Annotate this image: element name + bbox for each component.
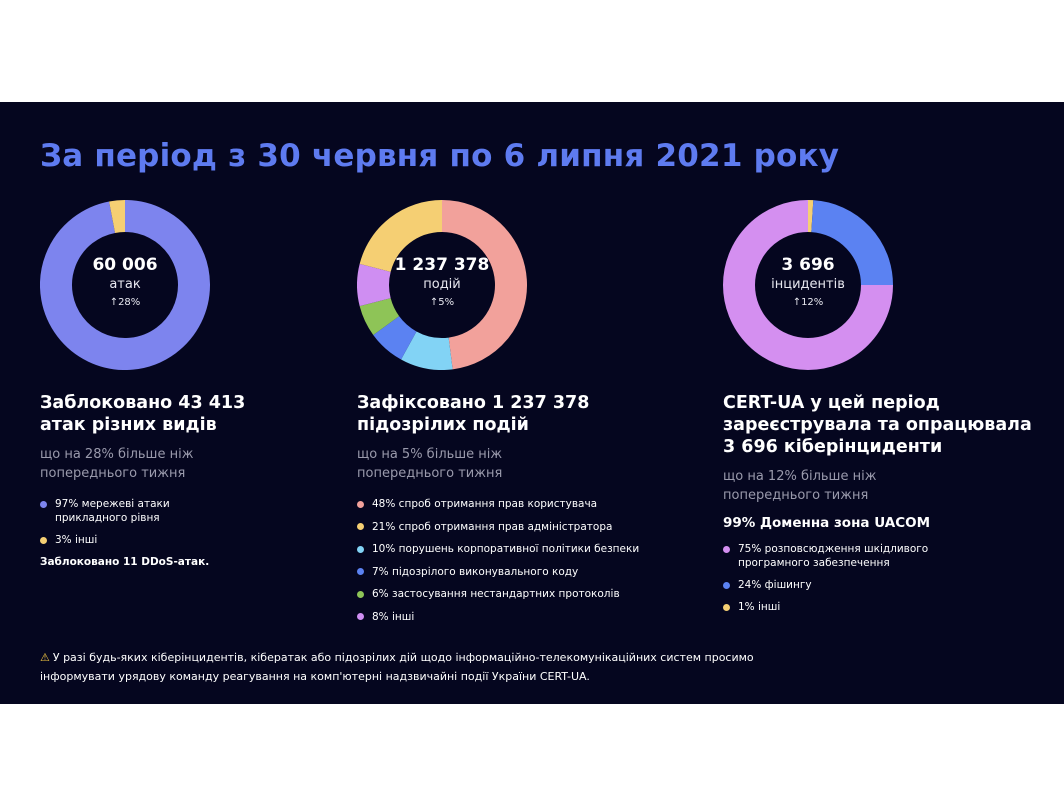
legend-item: 8% інші <box>357 610 687 624</box>
legend-text: 10% порушень корпоративної політики безп… <box>372 543 640 555</box>
legend-text: 8% інші <box>372 610 415 623</box>
legend-dot <box>40 536 47 544</box>
incidents-donut-svg <box>723 200 893 370</box>
legend-line: прикладного рівня <box>55 512 160 524</box>
cert-incidents-column: 3 696 інцидентів ↑12% CERT-UA у цей пері… <box>723 200 1053 622</box>
events-heading-line2: підозрілих подій <box>357 415 529 435</box>
attacks-donut-chart: 60 006 атак ↑28% <box>40 200 210 370</box>
donut-slice-1 <box>810 200 893 286</box>
legend-item: 7% підозрілого виконувального коду <box>357 565 687 579</box>
legend-item: 1% інші <box>723 600 1053 614</box>
legend-dot <box>357 590 364 598</box>
incidents-total: 3 696 <box>781 254 835 275</box>
incidents-heading-line3: 3 696 кіберінциденти <box>723 437 943 457</box>
events-legend: 48% спроб отримання прав користувача 21%… <box>357 497 687 624</box>
legend-item: 3% інші <box>40 533 340 547</box>
incidents-legend: 75% розповсюдження шкідливого програмног… <box>723 542 1053 614</box>
legend-text: 1% інші <box>738 601 781 613</box>
legend-dot <box>723 603 730 611</box>
attacks-donut-svg <box>40 200 210 370</box>
events-sub-line1: що на 5% більше ніж <box>357 447 503 462</box>
events-heading-line1: Зафіксовано 1 237 378 <box>357 393 590 413</box>
attacks-heading-line1: Заблоковано 43 413 <box>40 393 246 413</box>
legend-line: 75% розповсюдження шкідливого <box>738 543 929 555</box>
legend-text: 6% застосування нестандартних протоколів <box>372 588 620 600</box>
suspicious-events-column: 1 237 378 подій ↑5% Зафіксовано 1 237 37… <box>357 200 687 632</box>
incidents-unit: інцидентів <box>771 276 845 292</box>
events-sub-line2: попереднього тижня <box>357 466 503 481</box>
blocked-attacks-column: 60 006 атак ↑28% Заблоковано 43 413 атак… <box>40 200 340 569</box>
legend-text: 21% спроб отримання прав адміністратора <box>372 520 613 533</box>
attacks-sub-line1: що на 28% більше ніж <box>40 447 194 462</box>
donut-slice-1 <box>401 331 453 370</box>
footer-line2: інформувати урядову команду реагування н… <box>40 670 590 683</box>
incidents-subtext: що на 12% більше ніж попереднього тижня <box>723 467 1053 505</box>
incidents-donut-chart: 3 696 інцидентів ↑12% <box>723 200 893 370</box>
legend-dot <box>723 545 730 553</box>
attacks-delta: ↑28% <box>109 296 141 308</box>
donut-slice-4 <box>357 263 391 307</box>
legend-item: 24% фішингу <box>723 578 1053 592</box>
ddos-blocked: Заблоковано 11 DDoS-атак. <box>40 556 210 568</box>
attacks-heading-line2: атак різних видів <box>40 415 217 435</box>
events-total: 1 237 378 <box>394 254 490 275</box>
attacks-donut-center: 60 006 атак ↑28% <box>40 200 210 370</box>
legend-item: 10% порушень корпоративної політики безп… <box>357 542 687 556</box>
donut-slice-1 <box>109 200 126 234</box>
attacks-total: 60 006 <box>92 254 158 275</box>
events-donut-chart: 1 237 378 подій ↑5% <box>357 200 527 370</box>
legend-text: 3% інші <box>55 534 98 546</box>
legend-dot <box>357 545 364 553</box>
legend-item: 6% застосування нестандартних протоколів <box>357 587 687 601</box>
incidents-sub-line1: що на 12% більше ніж <box>723 469 877 484</box>
donut-slice-0 <box>40 200 210 370</box>
legend-text: 48% спроб отримання прав користувача <box>372 498 598 510</box>
legend-item: 21% спроб отримання прав адміністратора <box>357 520 687 534</box>
legend-dot <box>357 613 364 620</box>
incidents-heading-line1: CERT-UA у цей період <box>723 393 940 413</box>
attacks-sub-line2: попереднього тижня <box>40 466 186 481</box>
footer-notice: ⚠ У разі будь-яких кіберінцидентів, кібер… <box>40 648 840 686</box>
domain-zone-stat: 99% Доменна зона UACOM <box>723 515 931 531</box>
legend-dot <box>40 500 47 508</box>
page-title: За період з 30 червня по 6 липня 2021 ро… <box>40 138 840 174</box>
legend-text: 24% фішингу <box>738 579 812 591</box>
events-heading: Зафіксовано 1 237 378 підозрілих подій <box>357 392 687 436</box>
footer-line1-wrap: ⚠ У разі будь-яких кіберінцидентів, кібер… <box>40 648 840 667</box>
legend-line: програмного забезпечення <box>738 557 890 569</box>
events-unit: подій <box>423 276 461 292</box>
incidents-donut-center: 3 696 інцидентів ↑12% <box>723 200 893 370</box>
attacks-unit: атак <box>109 276 141 292</box>
legend-item: 97% мережеві атаки прикладного рівня <box>40 497 340 525</box>
donut-slice-5 <box>359 200 443 273</box>
events-donut-center: 1 237 378 подій ↑5% <box>357 200 527 370</box>
events-subtext: що на 5% більше ніж попереднього тижня <box>357 445 687 483</box>
incidents-delta: ↑12% <box>792 296 824 308</box>
legend-item: 75% розповсюдження шкідливого програмног… <box>723 542 1053 570</box>
infographic-panel: За період з 30 червня по 6 липня 2021 ро… <box>0 102 1064 704</box>
donut-slice-0 <box>441 200 527 370</box>
legend-text: 7% підозрілого виконувального коду <box>372 565 579 578</box>
incidents-heading: CERT-UA у цей період зареєструвала та оп… <box>723 392 1053 458</box>
attacks-legend: 97% мережеві атаки прикладного рівня 3% … <box>40 497 340 547</box>
legend-dot <box>357 568 364 575</box>
legend-dot <box>723 581 730 589</box>
events-delta: ↑5% <box>429 296 455 308</box>
attacks-heading: Заблоковано 43 413 атак різних видів <box>40 392 340 436</box>
warning-icon: ⚠ <box>40 651 50 664</box>
legend-dot <box>357 523 364 530</box>
legend-item: 48% спроб отримання прав користувача <box>357 497 687 511</box>
legend-line: 97% мережеві атаки <box>55 498 170 510</box>
legend-text: 97% мережеві атаки прикладного рівня <box>55 497 170 525</box>
incidents-sub-line2: попереднього тижня <box>723 488 869 503</box>
donut-slice-2 <box>373 315 418 360</box>
donut-slice-3 <box>359 297 400 335</box>
events-donut-svg <box>357 200 527 370</box>
donut-slice-2 <box>723 200 893 370</box>
incidents-heading-line2: зареєструвала та опрацювала <box>723 415 1032 435</box>
attacks-subtext: що на 28% більше ніж попереднього тижня <box>40 445 340 483</box>
legend-text: 75% розповсюдження шкідливого програмног… <box>738 542 928 570</box>
footer-line1: У разі будь-яких кіберінцидентів, кібера… <box>52 651 754 664</box>
legend-dot <box>357 500 364 508</box>
